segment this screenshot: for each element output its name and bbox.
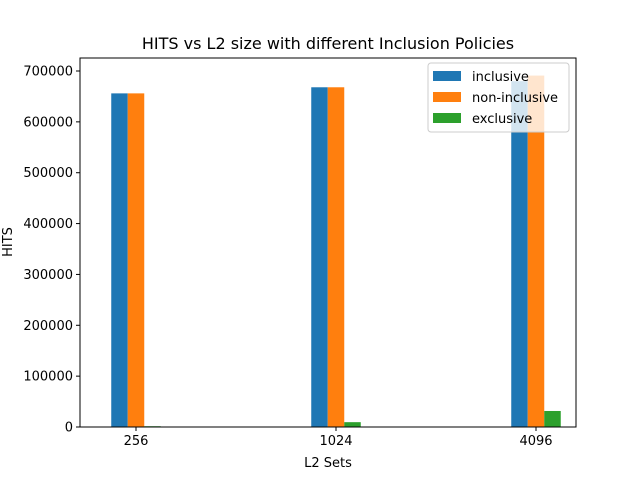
y-tick-label: 700000 (23, 65, 73, 80)
y-axis-label: HITS (1, 227, 16, 257)
x-tick-label: 256 (124, 434, 149, 449)
bar-inclusive-4096 (511, 81, 528, 428)
y-tick-label: 300000 (23, 268, 73, 283)
legend-label: non-inclusive (472, 91, 558, 106)
bar-exclusive-1024 (344, 422, 361, 427)
legend: inclusive non-inclusive exclusive (427, 62, 570, 133)
legend-label: inclusive (472, 70, 529, 85)
y-tick-label: 0 (65, 421, 73, 436)
bars-group (111, 75, 561, 428)
chart-title: HITS vs L2 size with different Inclusion… (142, 34, 514, 53)
plot-area-frame (79, 57, 577, 428)
legend-swatch (433, 92, 461, 102)
bar-non-inclusive-4096 (527, 75, 545, 427)
x-axis-label: L2 Sets (304, 456, 352, 471)
legend-swatch (433, 113, 461, 123)
x-tick-label: 4096 (519, 434, 552, 449)
bar-non-inclusive-1024 (327, 87, 345, 427)
y-tick-label: 100000 (23, 370, 73, 385)
bar-non-inclusive-256 (127, 93, 145, 428)
y-tick-label: 200000 (23, 319, 73, 334)
legend-label: exclusive (472, 112, 532, 127)
bar-inclusive-1024 (311, 87, 328, 427)
bar-inclusive-256 (111, 93, 128, 428)
x-axis: 256 1024 4096 (124, 427, 553, 449)
y-tick-label: 500000 (23, 166, 73, 181)
y-axis: 0 100000 200000 300000 400000 500000 600000 700… (23, 65, 80, 436)
y-tick-label: 400000 (23, 217, 73, 232)
bar-exclusive-4096 (544, 410, 561, 427)
legend-swatch (433, 71, 461, 81)
x-tick-label: 1024 (319, 434, 352, 449)
legend-box (427, 62, 570, 133)
y-tick-label: 600000 (23, 115, 73, 130)
